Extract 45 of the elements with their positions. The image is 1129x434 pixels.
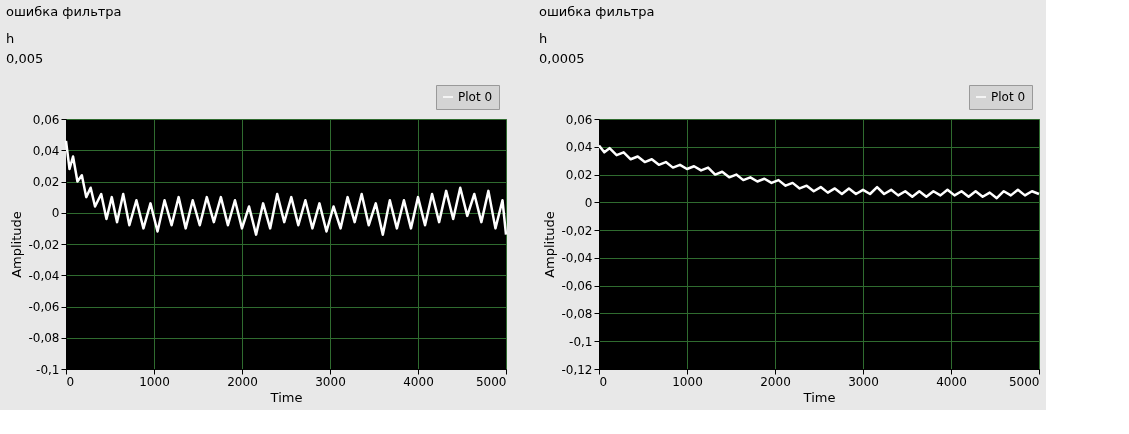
chart-title: ошибка фильтра: [539, 4, 655, 19]
y-tick-label: -0,06: [28, 300, 60, 314]
x-tick-label: 3000: [848, 374, 879, 389]
y-tick-label: 0,02: [565, 168, 593, 183]
text: h: [6, 31, 15, 46]
x-tick-label: 3000: [315, 374, 346, 389]
text: 0,0005: [539, 51, 585, 66]
y-axis-title: Amplitude: [9, 211, 25, 278]
text: h: [539, 31, 548, 46]
x-tick-label: 2000: [760, 374, 791, 389]
y-tick-label: -0,1: [36, 362, 60, 377]
y-tick-label: 0,06: [32, 112, 60, 127]
y-tick-label: -0,08: [561, 306, 593, 321]
y-tick-label: -0,04: [28, 268, 60, 283]
x-tick-label: 5000: [475, 374, 507, 389]
x-tick-label: 1000: [139, 374, 170, 389]
y-tick-label: -0,06: [561, 279, 593, 294]
legend-label: Plot 0: [458, 90, 493, 104]
y-tick-label: -0,02: [561, 223, 593, 238]
x-axis-title: Time: [802, 389, 836, 405]
text: 0,005: [6, 51, 44, 66]
line-series: [64, 139, 508, 236]
x-tick-label: 1000: [672, 374, 703, 389]
y-tick-label: 0,02: [32, 175, 60, 189]
y-tick-label: -0,02: [28, 237, 60, 252]
y-tick-label: -0,1: [569, 334, 593, 349]
y-tick-label: 0,04: [32, 143, 60, 158]
chart-title: ошибка фильтра: [6, 4, 122, 19]
x-tick-label: 0: [66, 374, 75, 389]
y-axis-title: Amplitude: [542, 211, 558, 278]
y-tick-label: 0: [51, 206, 60, 221]
y-tick-label: -0,08: [28, 331, 60, 346]
x-tick-label: 4000: [403, 374, 434, 389]
x-tick-label: 0: [599, 374, 608, 389]
x-axis-title: Time: [269, 389, 303, 405]
y-tick-label: 0: [584, 195, 593, 210]
y-tick-label: 0,06: [565, 112, 593, 127]
y-tick-label: -0,04: [561, 251, 593, 266]
y-tick-label: -0,12: [561, 362, 593, 377]
line-series: [597, 144, 1041, 200]
y-tick-label: 0,04: [565, 140, 593, 155]
x-tick-label: 5000: [1008, 374, 1040, 389]
x-tick-label: 4000: [936, 374, 967, 389]
legend-label: Plot 0: [991, 90, 1026, 104]
x-tick-label: 2000: [227, 374, 258, 389]
